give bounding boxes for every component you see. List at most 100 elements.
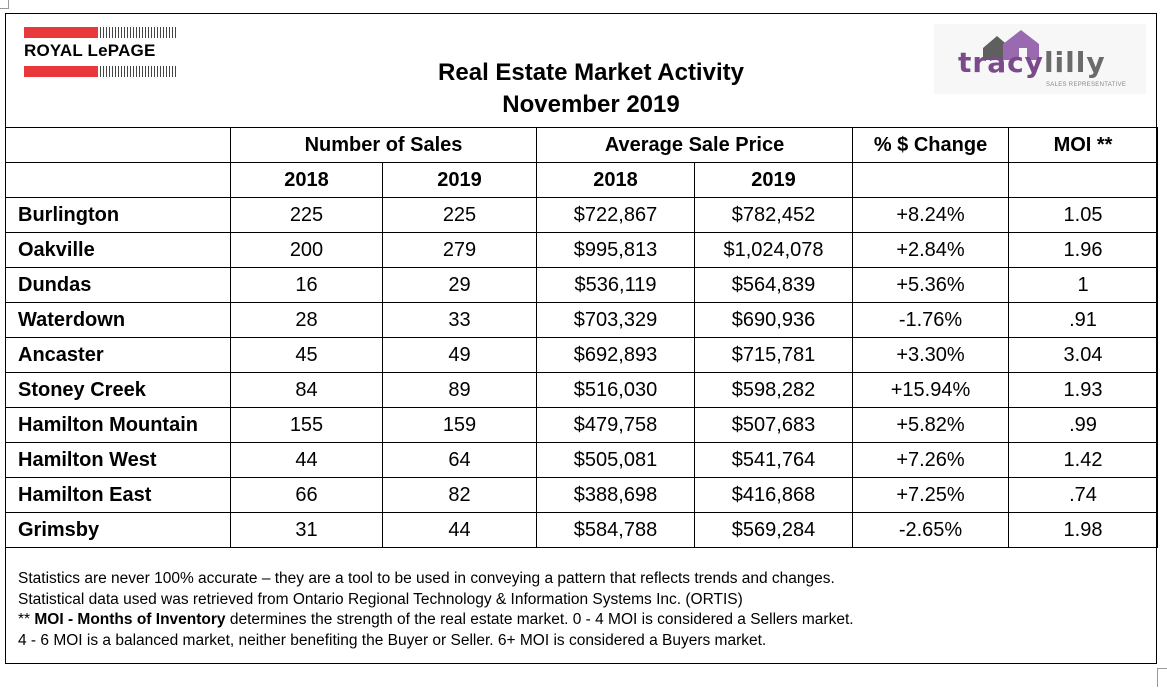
sales-2019-cell: 89 [381,372,538,408]
price-2019-cell: $1,024,078 [694,232,854,268]
table-row: Dundas 16 29 $536,119 $564,839 +5.36% 1 [5,267,1159,303]
price-2018-cell: $505,081 [536,442,696,478]
footnote-source: Statistical data used was retrieved from… [18,590,743,608]
percent-change-cell: -2.65% [852,512,1010,548]
header-sales-2018: 2018 [230,162,383,198]
city-cell: Oakville [5,232,231,268]
sales-2018-cell: 66 [230,477,383,513]
market-activity-table: Number of Sales Average Sale Price % $ C… [5,127,1159,548]
header-sales-2019: 2019 [381,162,538,198]
moi-cell: 1.42 [1008,442,1159,478]
sales-2019-cell: 44 [381,512,538,548]
moi-cell: .99 [1008,407,1159,443]
city-cell: Hamilton Mountain [5,407,231,443]
percent-change-cell: +7.25% [852,477,1010,513]
price-2019-cell: $598,282 [694,372,854,408]
sales-2019-cell: 29 [381,267,538,303]
sales-2019-cell: 82 [381,477,538,513]
price-2018-cell: $479,758 [536,407,696,443]
royal-lepage-wordmark: ROYAL LePAGE [24,41,156,60]
sales-2018-cell: 155 [230,407,383,443]
percent-change-cell: +15.94% [852,372,1010,408]
wordmark-lilly: lilly [1043,46,1106,79]
price-2018-cell: $692,893 [536,337,696,373]
table-body: Burlington 225 225 $722,867 $782,452 +8.24% 1.… [5,197,1159,548]
logo-barcode-bottom [100,66,176,77]
tracy-lilly-wordmark: tracylilly [958,46,1106,79]
table-row: Hamilton Mountain 155 159 $479,758 $507,683 +… [5,407,1159,443]
sales-2019-cell: 64 [381,442,538,478]
group-header-row: Number of Sales Average Sale Price % $ C… [5,127,1159,163]
sales-2018-cell: 45 [230,337,383,373]
corner-mark-bottom-right [1157,668,1167,687]
city-cell: Dundas [5,267,231,303]
price-2018-cell: $388,698 [536,477,696,513]
moi-cell: 1.05 [1008,197,1159,233]
header-price-2018: 2018 [536,162,696,198]
sales-2018-cell: 225 [230,197,383,233]
tracy-lilly-logo: tracylilly SALES REPRESENTATIVE [934,24,1146,94]
price-2019-cell: $416,868 [694,477,854,513]
wordmark-tracy: tracy [958,46,1044,79]
percent-change-cell: +3.30% [852,337,1010,373]
moi-cell: 1 [1008,267,1159,303]
header-percent-change: % $ Change [852,127,1010,163]
empty-header-cell [5,127,231,163]
sales-2018-cell: 84 [230,372,383,408]
price-2018-cell: $536,119 [536,267,696,303]
price-2018-cell: $703,329 [536,302,696,338]
sales-2019-cell: 159 [381,407,538,443]
footnote-moi-term: MOI - Months of Inventory [34,611,226,628]
sales-2018-cell: 28 [230,302,383,338]
city-cell: Burlington [5,197,231,233]
footnote-moi-text: determines the strength of the real esta… [225,611,854,628]
price-2019-cell: $564,839 [694,267,854,303]
footnote-accuracy: Statistics are never 100% accurate – the… [18,570,835,587]
table-row: Burlington 225 225 $722,867 $782,452 +8.24% 1.… [5,197,1159,233]
city-cell: Hamilton West [5,442,231,478]
header-average-sale-price: Average Sale Price [536,127,854,163]
sales-2019-cell: 33 [381,302,538,338]
logo-red-stripe-top [24,27,98,38]
report-header: ROYAL LePAGE Real Estate Market Activity… [6,14,1156,127]
corner-mark-top-left [0,0,9,9]
sales-rep-caption: SALES REPRESENTATIVE [1046,82,1127,88]
table-row: Hamilton West 44 64 $505,081 $541,764 +7.26% 1… [5,442,1159,478]
percent-change-cell: +8.24% [852,197,1010,233]
table-row: Hamilton East 66 82 $388,698 $416,868 +7.25%.… [5,477,1159,513]
empty-header-cell [852,162,1010,198]
price-2018-cell: $516,030 [536,372,696,408]
sales-2019-cell: 49 [381,337,538,373]
city-cell: Ancaster [5,337,231,373]
table-row: Stoney Creek 84 89 $516,030 $598,282 +15.94% 1… [5,372,1159,408]
city-cell: Hamilton East [5,477,231,513]
logo-red-stripe-bottom [24,66,98,77]
sales-2018-cell: 44 [230,442,383,478]
price-2018-cell: $722,867 [536,197,696,233]
house-icon [983,30,1039,60]
table-row: Grimsby 31 44 $584,788 $569,284 -2.65% 1.98 [5,512,1159,548]
table-row: Oakville 200 279 $995,813 $1,024,078 +2.84% 1.… [5,232,1159,268]
logo-barcode-top [100,27,176,38]
moi-cell: 1.98 [1008,512,1159,548]
percent-change-cell: +7.26% [852,442,1010,478]
sales-2019-cell: 225 [381,197,538,233]
city-cell: Grimsby [5,512,231,548]
price-2019-cell: $507,683 [694,407,854,443]
footnote-market-ranges: 4 - 6 MOI is a balanced market, neither … [18,631,767,649]
percent-change-cell: +5.36% [852,267,1010,303]
price-2019-cell: $690,936 [694,302,854,338]
price-2019-cell: $715,781 [694,337,854,373]
moi-cell: .74 [1008,477,1159,513]
moi-cell: 1.96 [1008,232,1159,268]
table-row: Waterdown 28 33 $703,329 $690,936 -1.76% .91 [5,302,1159,338]
price-2018-cell: $995,813 [536,232,696,268]
sales-2018-cell: 200 [230,232,383,268]
percent-change-cell: -1.76% [852,302,1010,338]
header-number-of-sales: Number of Sales [229,127,538,163]
header-price-2019: 2019 [694,162,854,198]
moi-cell: .91 [1008,302,1159,338]
percent-change-cell: +5.82% [852,407,1010,443]
report-title: Real Estate Market Activity [438,59,744,86]
year-header-row: 2018 2019 2018 2019 [5,162,1159,198]
